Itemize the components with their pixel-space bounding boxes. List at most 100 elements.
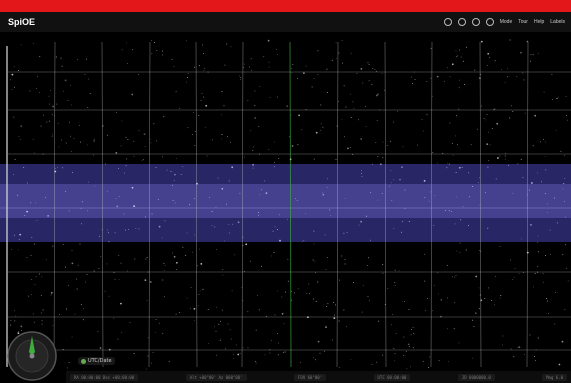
star xyxy=(175,91,177,93)
star xyxy=(455,275,457,277)
star xyxy=(342,62,343,64)
info-icon[interactable] xyxy=(485,18,494,26)
star xyxy=(301,241,303,243)
star xyxy=(376,119,378,121)
app-logo[interactable]: SpiOE xyxy=(8,17,36,27)
star xyxy=(382,264,384,266)
star xyxy=(317,340,320,343)
star xyxy=(127,63,128,65)
star xyxy=(377,156,379,158)
star xyxy=(98,268,100,269)
star xyxy=(347,147,349,150)
star xyxy=(534,359,536,361)
star xyxy=(469,196,470,198)
star xyxy=(494,60,496,62)
star xyxy=(494,108,496,110)
star xyxy=(194,145,196,147)
star xyxy=(107,232,109,234)
star xyxy=(29,90,31,92)
star xyxy=(560,150,562,152)
star xyxy=(454,276,456,278)
star xyxy=(224,64,226,66)
star xyxy=(231,166,234,169)
star xyxy=(19,233,22,236)
star xyxy=(86,274,88,275)
help-button[interactable]: Help xyxy=(533,19,545,25)
star xyxy=(404,189,406,191)
star xyxy=(284,351,286,353)
star xyxy=(393,360,395,362)
star xyxy=(335,304,336,306)
mode-button[interactable]: Mode xyxy=(499,19,513,25)
star xyxy=(199,248,201,250)
star xyxy=(485,119,487,121)
timezone-indicator[interactable]: UTC/Date xyxy=(78,357,115,365)
star xyxy=(127,139,129,140)
zoom-icon[interactable] xyxy=(443,18,452,26)
star xyxy=(523,79,525,81)
star xyxy=(460,219,462,221)
star xyxy=(456,143,458,145)
star xyxy=(14,320,16,322)
star xyxy=(198,65,200,67)
star xyxy=(509,259,511,261)
star xyxy=(202,288,204,290)
star xyxy=(534,114,537,117)
star xyxy=(425,309,427,311)
star xyxy=(313,230,315,232)
star xyxy=(265,316,267,317)
star xyxy=(100,256,102,258)
star xyxy=(362,82,364,84)
star xyxy=(341,255,343,257)
star xyxy=(116,205,119,208)
star xyxy=(500,295,502,296)
star xyxy=(398,270,400,272)
star xyxy=(453,328,455,330)
star xyxy=(341,119,343,121)
star xyxy=(322,126,324,128)
star xyxy=(350,117,352,118)
star xyxy=(18,136,20,138)
star xyxy=(88,181,89,183)
star xyxy=(504,152,506,154)
star xyxy=(32,139,34,141)
star xyxy=(94,185,96,187)
star xyxy=(156,140,158,142)
star xyxy=(454,302,456,304)
star xyxy=(279,214,281,216)
star xyxy=(315,271,316,273)
star xyxy=(289,158,292,161)
star xyxy=(367,265,369,266)
settings-icon[interactable] xyxy=(471,18,480,26)
star xyxy=(499,246,501,248)
compass-widget[interactable] xyxy=(6,330,58,382)
star xyxy=(404,300,405,302)
star xyxy=(256,295,258,297)
labels-button[interactable]: Labels xyxy=(550,19,565,25)
tour-button[interactable]: Tour xyxy=(518,19,528,25)
star xyxy=(520,159,522,161)
star xyxy=(335,42,337,44)
star xyxy=(162,332,164,334)
star xyxy=(50,292,53,294)
star xyxy=(563,183,565,184)
star xyxy=(516,76,518,78)
star xyxy=(127,270,129,272)
star xyxy=(77,59,79,60)
star xyxy=(76,278,78,280)
star xyxy=(200,263,203,265)
star xyxy=(428,200,430,202)
star xyxy=(37,76,38,78)
star xyxy=(93,154,95,156)
star xyxy=(424,280,426,282)
star xyxy=(87,210,89,212)
star xyxy=(252,150,254,151)
star xyxy=(412,83,414,85)
sky-view[interactable] xyxy=(0,32,571,383)
star xyxy=(290,114,292,116)
star xyxy=(253,146,255,148)
layers-icon[interactable] xyxy=(457,18,466,26)
star xyxy=(338,52,340,54)
star xyxy=(338,100,340,102)
star xyxy=(499,155,501,157)
